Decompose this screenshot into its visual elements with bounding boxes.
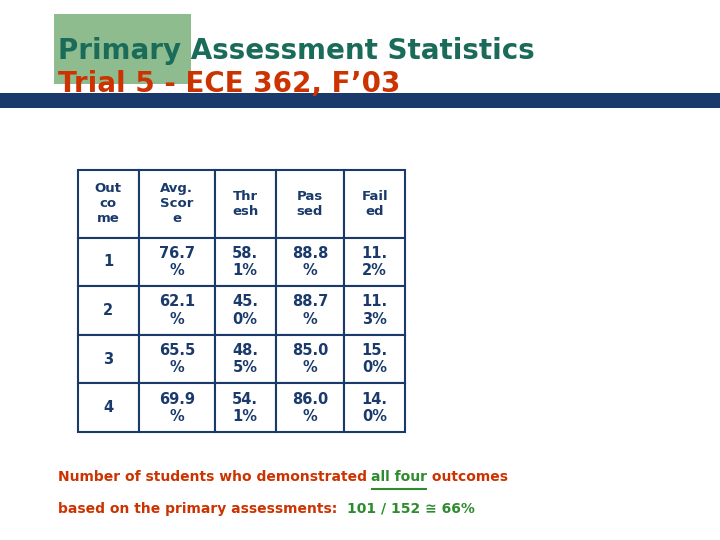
- FancyBboxPatch shape: [215, 335, 276, 383]
- FancyBboxPatch shape: [54, 14, 191, 84]
- FancyBboxPatch shape: [139, 335, 215, 383]
- FancyBboxPatch shape: [215, 170, 276, 238]
- FancyBboxPatch shape: [78, 170, 139, 238]
- Text: 62.1
%: 62.1 %: [158, 294, 195, 327]
- Text: 1: 1: [103, 254, 114, 269]
- Text: all four: all four: [372, 470, 428, 484]
- Text: 4: 4: [103, 400, 114, 415]
- Text: Thr
esh: Thr esh: [232, 190, 258, 218]
- FancyBboxPatch shape: [344, 170, 405, 238]
- FancyBboxPatch shape: [276, 170, 344, 238]
- FancyBboxPatch shape: [139, 170, 215, 238]
- Text: 65.5
%: 65.5 %: [158, 343, 195, 375]
- FancyBboxPatch shape: [344, 335, 405, 383]
- FancyBboxPatch shape: [78, 383, 139, 432]
- Text: 101 / 152 ≅ 66%: 101 / 152 ≅ 66%: [346, 502, 474, 516]
- Text: 48.
5%: 48. 5%: [232, 343, 258, 375]
- FancyBboxPatch shape: [78, 286, 139, 335]
- FancyBboxPatch shape: [139, 286, 215, 335]
- Text: 54.
1%: 54. 1%: [232, 392, 258, 424]
- FancyBboxPatch shape: [139, 383, 215, 432]
- Text: 15.
0%: 15. 0%: [361, 343, 388, 375]
- FancyBboxPatch shape: [276, 335, 344, 383]
- Text: Pas
sed: Pas sed: [297, 190, 323, 218]
- Text: 3: 3: [103, 352, 114, 367]
- Text: Number of students who demonstrated: Number of students who demonstrated: [58, 470, 372, 484]
- Text: Primary Assessment Statistics: Primary Assessment Statistics: [58, 37, 534, 65]
- Text: 85.0
%: 85.0 %: [292, 343, 328, 375]
- FancyBboxPatch shape: [215, 238, 276, 286]
- Text: 11.
3%: 11. 3%: [361, 294, 388, 327]
- Text: Fail
ed: Fail ed: [361, 190, 388, 218]
- FancyBboxPatch shape: [215, 383, 276, 432]
- Text: Avg.
Scor
e: Avg. Scor e: [160, 183, 194, 225]
- FancyBboxPatch shape: [0, 93, 720, 108]
- Text: 86.0
%: 86.0 %: [292, 392, 328, 424]
- Text: Trial 5 - ECE 362, F’03: Trial 5 - ECE 362, F’03: [58, 70, 400, 98]
- Text: 45.
0%: 45. 0%: [232, 294, 258, 327]
- Text: 58.
1%: 58. 1%: [232, 246, 258, 278]
- Text: 69.9
%: 69.9 %: [158, 392, 194, 424]
- Text: 2: 2: [103, 303, 114, 318]
- FancyBboxPatch shape: [78, 238, 139, 286]
- FancyBboxPatch shape: [139, 238, 215, 286]
- Text: 88.8
%: 88.8 %: [292, 246, 328, 278]
- Text: 88.7
%: 88.7 %: [292, 294, 328, 327]
- FancyBboxPatch shape: [344, 383, 405, 432]
- FancyBboxPatch shape: [276, 383, 344, 432]
- Text: based on the primary assessments:: based on the primary assessments:: [58, 502, 346, 516]
- FancyBboxPatch shape: [78, 335, 139, 383]
- Text: 11.
2%: 11. 2%: [361, 246, 388, 278]
- Text: outcomes: outcomes: [428, 470, 508, 484]
- FancyBboxPatch shape: [215, 286, 276, 335]
- FancyBboxPatch shape: [344, 238, 405, 286]
- FancyBboxPatch shape: [344, 286, 405, 335]
- Text: Out
co
me: Out co me: [95, 183, 122, 225]
- FancyBboxPatch shape: [276, 286, 344, 335]
- Text: 76.7
%: 76.7 %: [158, 246, 194, 278]
- FancyBboxPatch shape: [276, 238, 344, 286]
- Text: 14.
0%: 14. 0%: [361, 392, 388, 424]
